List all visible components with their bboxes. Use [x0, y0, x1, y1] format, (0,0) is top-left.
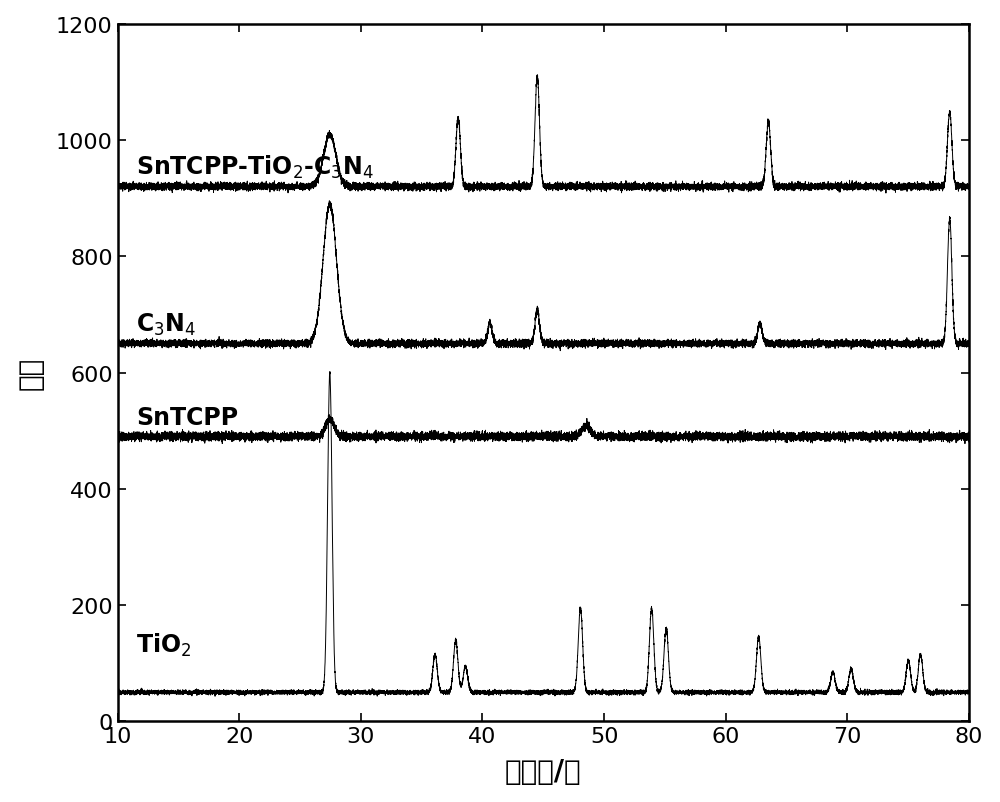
Y-axis label: 峰强: 峰强	[17, 356, 45, 390]
Text: TiO$_2$: TiO$_2$	[136, 631, 191, 658]
X-axis label: 衍射角/度: 衍射角/度	[505, 757, 582, 785]
Text: SnTCPP: SnTCPP	[136, 405, 238, 429]
Text: SnTCPP-TiO$_2$-C$_3$N$_4$: SnTCPP-TiO$_2$-C$_3$N$_4$	[136, 153, 373, 180]
Text: C$_3$N$_4$: C$_3$N$_4$	[136, 311, 196, 338]
